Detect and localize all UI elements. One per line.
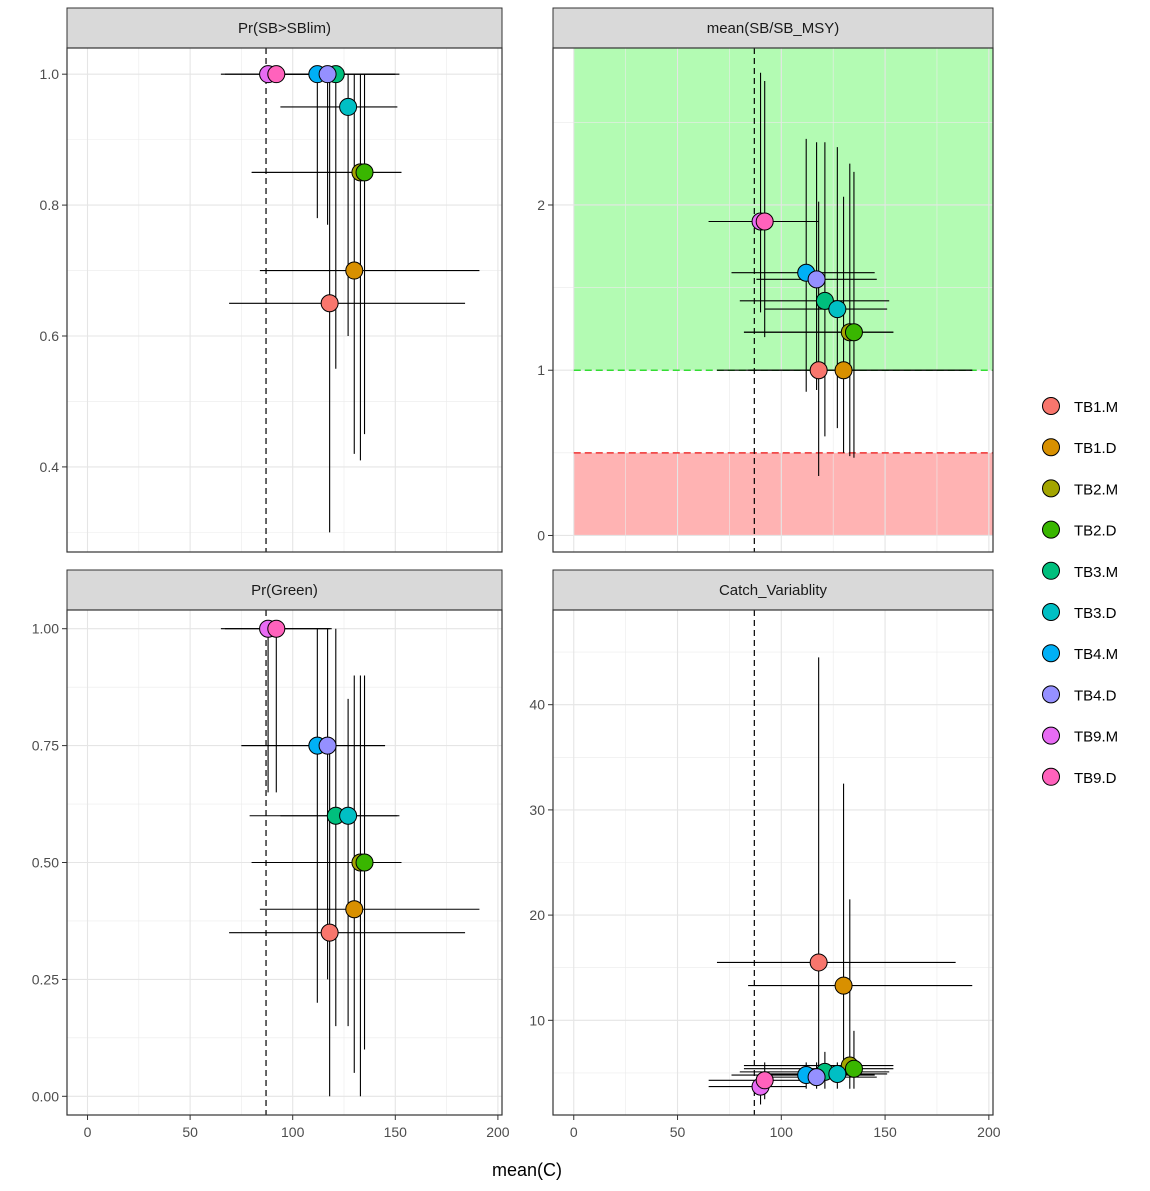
point-TB2.D (844, 1059, 863, 1078)
panel-strip (552, 7, 994, 49)
y-tick-label: 0.00 (32, 1088, 59, 1104)
point-TB9.D (755, 212, 774, 231)
point-TB9.D (755, 1071, 774, 1090)
legend-label: TB2.M (1074, 481, 1118, 498)
x-tick-label: 50 (182, 1124, 198, 1140)
panel-3: Pr(Green) 0.00 0.25 0.50 0.75 1.00 0 50 100 150 20… (32, 569, 510, 1140)
panel-title: Pr(Green) (251, 582, 318, 599)
x-tick-label: 200 (977, 1124, 1001, 1140)
panel-title: mean(SB/SB_MSY) (707, 20, 840, 37)
legend: TB1.M TB1.D TB2.M TB2.D TB3.M TB3.D TB4.M TB4.D… (1042, 397, 1118, 787)
point-TB1.D (834, 976, 853, 995)
point-TB3.M (815, 291, 834, 310)
panel-border (552, 47, 994, 553)
panel-strip (66, 7, 503, 49)
legend-key-TB1.D (1042, 438, 1060, 457)
legend-key-TB9.M (1042, 726, 1060, 745)
point-TB4.D (807, 270, 826, 289)
y-tick-label: 1.0 (40, 66, 60, 82)
green-zone (573, 48, 993, 371)
legend-label: TB9.M (1074, 729, 1118, 746)
red-zone (573, 452, 993, 536)
y-tick-label: 0.25 (32, 971, 59, 987)
point-TB2.D (355, 853, 374, 872)
x-tick-label: 150 (873, 1124, 897, 1140)
point-TB1.M (809, 953, 828, 972)
point-TB4.D (318, 65, 337, 84)
plot-area (67, 610, 502, 1115)
y-tick-label: 0.6 (40, 328, 60, 344)
legend-label: TB1.D (1074, 440, 1117, 457)
point-TB9.D (267, 619, 286, 638)
panel-4: Catch_Variablity 10 20 30 40 0 50 100 150 200 (529, 569, 1001, 1140)
point-TB1.M (809, 361, 828, 380)
point-TB4.D (318, 736, 337, 755)
panel-border (552, 609, 994, 1116)
x-tick-label: 150 (384, 1124, 408, 1140)
point-TB1.M (320, 923, 339, 942)
x-tick-label: 50 (670, 1124, 686, 1140)
point-TB1.M (320, 294, 339, 313)
point-TB2.D (844, 323, 863, 342)
point-TB3.D (828, 1064, 847, 1083)
y-tick-label: 0.8 (40, 197, 60, 213)
y-tick-label: 1 (537, 362, 545, 378)
panel-1: Pr(SB>SBlim) 0.4 0.6 0.8 1.0 (40, 7, 503, 553)
x-tick-label: 0 (84, 1124, 92, 1140)
legend-label: TB3.M (1074, 564, 1118, 581)
point-TB1.D (834, 361, 853, 380)
y-tick-label: 2 (537, 197, 545, 213)
x-tick-label: 200 (486, 1124, 510, 1140)
point-TB4.D (807, 1068, 826, 1087)
plot-area (67, 48, 502, 552)
legend-key-TB1.M (1042, 397, 1060, 415)
point-TB1.D (345, 900, 364, 919)
y-tick-label: 20 (529, 907, 545, 923)
panel-border (66, 47, 503, 553)
panel-strip (66, 569, 503, 611)
x-tick-label: 100 (281, 1124, 305, 1140)
panel-strip (552, 569, 994, 611)
y-tick-label: 0.50 (32, 855, 59, 871)
point-TB3.D (828, 300, 847, 319)
x-axis-title: mean(C) (492, 1160, 562, 1180)
point-TB9.D (267, 65, 286, 84)
legend-key-TB4.M (1042, 644, 1060, 663)
y-tick-label: 10 (529, 1012, 545, 1028)
legend-label: TB1.M (1074, 399, 1118, 416)
legend-label: TB9.D (1074, 770, 1117, 787)
y-tick-label: 0.75 (32, 738, 59, 754)
legend-label: TB3.D (1074, 605, 1117, 622)
legend-key-TB4.D (1042, 685, 1060, 704)
legend-key-TB2.M (1042, 479, 1060, 498)
point-TB3.D (339, 806, 358, 825)
legend-key-TB3.M (1042, 561, 1060, 580)
y-tick-label: 1.00 (32, 621, 59, 637)
legend-label: TB4.M (1074, 646, 1118, 663)
legend-label: TB2.D (1074, 523, 1117, 540)
x-tick-label: 100 (770, 1124, 794, 1140)
y-tick-label: 0 (537, 527, 545, 543)
panel-title: Pr(SB>SBlim) (238, 20, 331, 37)
legend-key-TB2.D (1042, 520, 1060, 539)
panel-2: mean(SB/SB_MSY) 0 1 2 (537, 7, 994, 553)
y-tick-label: 40 (529, 697, 545, 713)
panel-title: Catch_Variablity (719, 582, 828, 599)
plot-area (553, 48, 993, 552)
legend-label: TB4.D (1074, 687, 1117, 704)
legend-key-TB9.D (1042, 767, 1060, 786)
point-TB3.D (339, 97, 358, 116)
y-tick-label: 0.4 (40, 459, 60, 475)
legend-key-TB3.D (1042, 603, 1060, 621)
point-TB1.D (345, 261, 364, 280)
point-TB2.D (355, 163, 374, 182)
x-tick-label: 0 (570, 1124, 578, 1140)
y-tick-label: 30 (529, 802, 545, 818)
plot-area (553, 610, 993, 1115)
